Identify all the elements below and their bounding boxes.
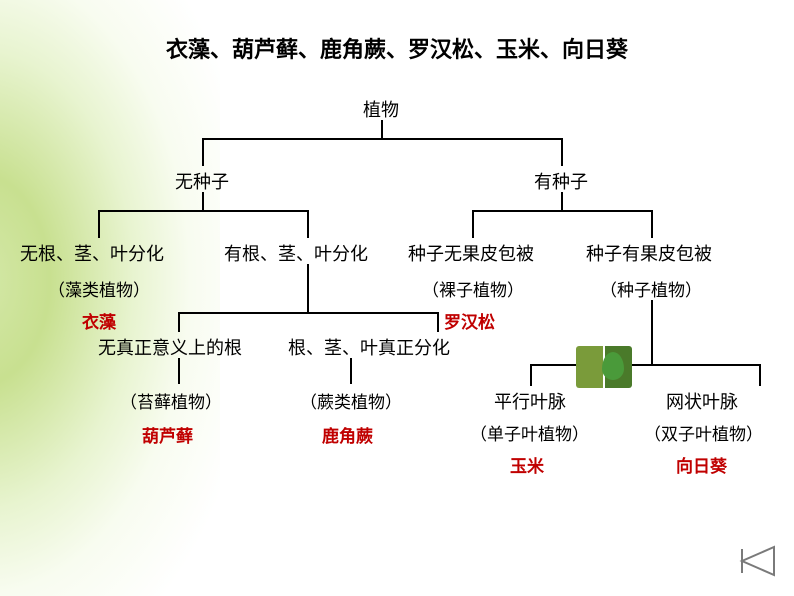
connector bbox=[381, 120, 383, 138]
connector bbox=[350, 358, 352, 384]
node-no-seed: 无种子 bbox=[175, 168, 229, 194]
node-root: 植物 bbox=[363, 96, 399, 122]
connector bbox=[472, 210, 652, 212]
connector bbox=[651, 210, 653, 238]
node-no-root-stem-leaf: 无根、茎、叶分化 bbox=[20, 240, 164, 266]
node-no-true-root: 无真正意义上的根 bbox=[98, 334, 242, 360]
example-maize: 玉米 bbox=[510, 452, 544, 477]
connector bbox=[202, 192, 204, 210]
anno-monocot: （单子叶植物） bbox=[470, 420, 589, 445]
anno-seed-plant: （种子植物） bbox=[600, 276, 702, 301]
connector bbox=[178, 312, 180, 332]
example-platycerium: 鹿角蕨 bbox=[322, 422, 373, 447]
connector bbox=[561, 192, 563, 210]
connector bbox=[472, 210, 474, 238]
example-funaria: 葫芦藓 bbox=[142, 422, 193, 447]
anno-gymnosperm: （裸子植物） bbox=[422, 276, 524, 301]
nav-prev-button[interactable] bbox=[738, 545, 776, 582]
node-parallel-vein: 平行叶脉 bbox=[494, 388, 566, 414]
connector bbox=[437, 312, 439, 332]
node-seed-has-pericarp: 种子有果皮包被 bbox=[586, 240, 712, 266]
anno-fern: （蕨类植物） bbox=[300, 388, 402, 413]
connector bbox=[98, 210, 308, 212]
node-has-seed: 有种子 bbox=[534, 168, 588, 194]
connector bbox=[759, 364, 761, 386]
connector bbox=[530, 364, 760, 366]
connector bbox=[530, 364, 532, 386]
connector bbox=[561, 138, 563, 166]
example-podocarpus: 罗汉松 bbox=[444, 308, 495, 333]
connector bbox=[178, 358, 180, 384]
node-net-vein: 网状叶脉 bbox=[666, 388, 738, 414]
anno-dicot: （双子叶植物） bbox=[644, 420, 763, 445]
diagram-content: 衣藻、葫芦藓、鹿角蕨、罗汉松、玉米、向日葵 植物 无种子 有种子 无根、茎、叶分… bbox=[0, 0, 794, 596]
node-seed-no-pericarp: 种子无果皮包被 bbox=[408, 240, 534, 266]
connector bbox=[202, 138, 204, 166]
node-has-root-stem-leaf: 有根、茎、叶分化 bbox=[224, 240, 368, 266]
anno-algae: （藻类植物） bbox=[48, 276, 150, 301]
connector bbox=[98, 210, 100, 238]
connector bbox=[178, 312, 438, 314]
triangle-left-icon bbox=[738, 545, 776, 577]
connector bbox=[651, 300, 653, 364]
connector bbox=[307, 264, 309, 312]
anno-bryophyte: （苔藓植物） bbox=[120, 388, 222, 413]
leaf-image bbox=[576, 346, 632, 388]
example-chlamydomonas: 衣藻 bbox=[82, 308, 116, 333]
example-sunflower: 向日葵 bbox=[676, 452, 727, 477]
connector bbox=[202, 138, 562, 140]
page-title: 衣藻、葫芦藓、鹿角蕨、罗汉松、玉米、向日葵 bbox=[0, 32, 794, 64]
connector bbox=[307, 210, 309, 238]
node-true-root-stem-leaf: 根、茎、叶真正分化 bbox=[288, 334, 450, 360]
